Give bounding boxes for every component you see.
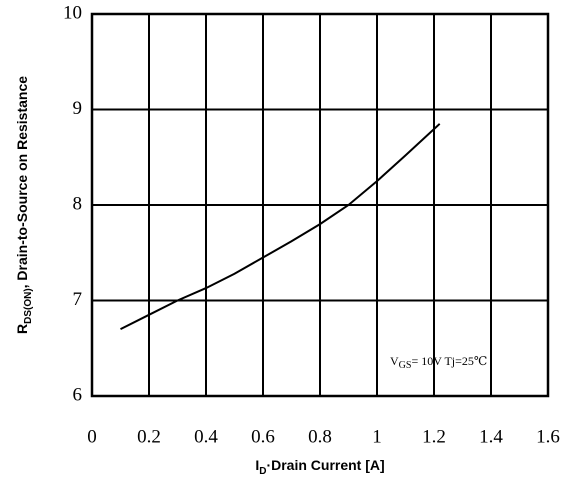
x-label-sub: D bbox=[259, 466, 266, 477]
x-tick-label: 0.8 bbox=[308, 426, 332, 447]
x-label-main: I bbox=[255, 457, 259, 473]
y-tick-label: 6 bbox=[73, 384, 83, 405]
annotation: VGS= 10V Tj=25℃ bbox=[390, 354, 487, 371]
x-tick-label: 1.6 bbox=[536, 426, 560, 447]
x-tick-label: 0 bbox=[87, 426, 97, 447]
y-tick-label: 7 bbox=[73, 289, 83, 310]
y-tick-label: 8 bbox=[73, 193, 83, 214]
x-tick-label: 0.4 bbox=[194, 426, 218, 447]
x-label-rest: ·Drain Current [A] bbox=[266, 457, 384, 473]
y-tick-label: 10 bbox=[63, 2, 82, 23]
x-tick-label: 0.6 bbox=[251, 426, 275, 447]
x-tick-label: 1 bbox=[372, 426, 382, 447]
x-tick-label: 0.2 bbox=[137, 426, 161, 447]
x-tick-label: 1.2 bbox=[422, 426, 446, 447]
plot-frame bbox=[90, 12, 550, 398]
x-axis-label: ID·Drain Current [A] bbox=[255, 457, 384, 477]
y-axis-label: RDS(ON), Drain-to-Source on Resistance bbox=[14, 76, 34, 334]
annotation-sub: GS bbox=[399, 360, 412, 371]
y-label-rest: , Drain-to-Source on Resistance bbox=[14, 76, 30, 289]
y-tick-label: 9 bbox=[73, 98, 83, 119]
annotation-main: V bbox=[390, 354, 399, 368]
y-label-sub: DS(ON) bbox=[23, 288, 34, 324]
y-label-main: R bbox=[14, 324, 30, 334]
x-tick-label: 1.4 bbox=[479, 426, 503, 447]
data-line bbox=[120, 123, 441, 331]
annotation-rest: = 10V Tj=25℃ bbox=[411, 354, 487, 368]
